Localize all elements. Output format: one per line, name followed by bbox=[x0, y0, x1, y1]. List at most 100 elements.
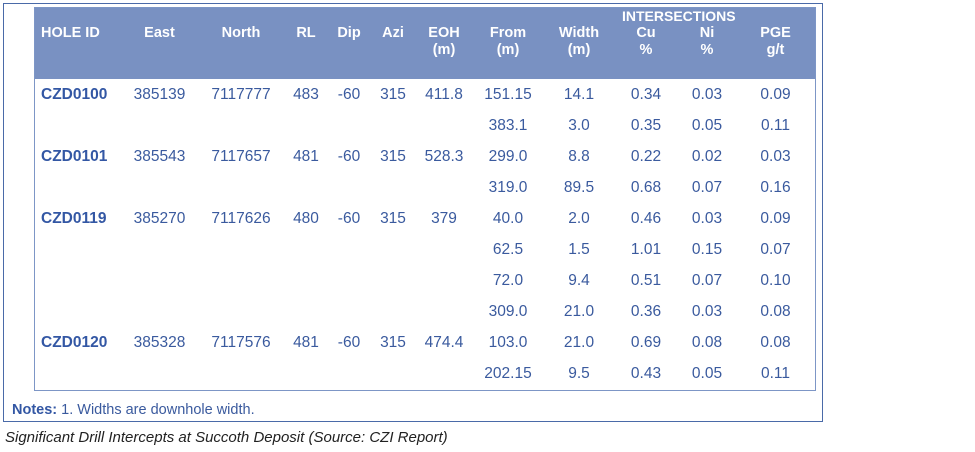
table-notes: Notes: 1. Widths are downhole width. bbox=[12, 402, 255, 418]
cell-from: 319.0 bbox=[488, 178, 528, 196]
cell-east bbox=[121, 265, 198, 296]
cell-azi: 315 bbox=[380, 209, 406, 227]
cell-ni: 0.03 bbox=[691, 302, 723, 320]
cell-eoh: 411.8 bbox=[425, 85, 463, 103]
cell-from: 103.0 bbox=[488, 333, 528, 351]
cell-azi bbox=[370, 358, 416, 389]
cell-width: 3.0 bbox=[568, 116, 590, 134]
col-width: Width (m) bbox=[558, 25, 600, 58]
table-row: 202.15 9.5 0.43 0.05 0.11 bbox=[35, 358, 815, 389]
table-row: 62.5 1.5 1.01 0.15 0.07 bbox=[35, 234, 815, 265]
cell-dip: -60 bbox=[337, 333, 361, 351]
cell-ni: 0.02 bbox=[691, 147, 723, 165]
cell-east bbox=[121, 110, 198, 141]
cell-cu: 0.35 bbox=[630, 116, 662, 134]
table-row: 319.0 89.5 0.68 0.07 0.16 bbox=[35, 172, 815, 203]
cell-pge: 0.08 bbox=[760, 302, 791, 320]
cell-cu: 0.43 bbox=[630, 364, 662, 382]
cell-pge: 0.10 bbox=[760, 271, 791, 289]
cell-dip bbox=[328, 358, 370, 389]
cell-ni: 0.07 bbox=[691, 271, 723, 289]
table-row: 72.0 9.4 0.51 0.07 0.10 bbox=[35, 265, 815, 296]
cell-rl bbox=[284, 265, 328, 296]
cell-dip bbox=[328, 172, 370, 203]
cell-hole-id: CZD0120 bbox=[41, 333, 108, 351]
cell-cu: 0.36 bbox=[630, 302, 662, 320]
col-azi: Azi bbox=[382, 25, 404, 41]
cell-rl bbox=[284, 234, 328, 265]
intersections-header: INTERSECTIONS bbox=[622, 8, 736, 24]
cell-east: 385270 bbox=[133, 209, 186, 227]
cell-east: 385328 bbox=[133, 333, 186, 351]
col-from: From (m) bbox=[489, 25, 527, 58]
header-group-row: INTERSECTIONS bbox=[35, 8, 816, 25]
cell-hole-id bbox=[35, 296, 121, 327]
cell-cu: 0.22 bbox=[630, 147, 662, 165]
cell-dip: -60 bbox=[337, 209, 361, 227]
cell-east: 385543 bbox=[133, 147, 186, 165]
cell-from: 299.0 bbox=[488, 147, 528, 165]
cell-pge: 0.09 bbox=[760, 209, 791, 227]
cell-width: 21.0 bbox=[563, 333, 595, 351]
cell-rl bbox=[284, 296, 328, 327]
table-row: 383.1 3.0 0.35 0.05 0.11 bbox=[35, 110, 815, 141]
notes-text: 1. Widths are downhole width. bbox=[61, 402, 255, 418]
cell-ni: 0.15 bbox=[691, 240, 723, 258]
cell-eoh bbox=[416, 265, 472, 296]
cell-north bbox=[198, 110, 284, 141]
cell-ni: 0.05 bbox=[691, 364, 723, 382]
col-east: East bbox=[144, 25, 175, 41]
cell-width: 9.5 bbox=[568, 364, 590, 382]
cell-north: 7117777 bbox=[211, 85, 271, 103]
cell-azi: 315 bbox=[380, 333, 406, 351]
cell-hole-id: CZD0119 bbox=[41, 209, 107, 227]
col-north: North bbox=[221, 25, 261, 41]
cell-east: 385139 bbox=[133, 85, 186, 103]
cell-rl bbox=[284, 172, 328, 203]
cell-hole-id bbox=[35, 110, 121, 141]
cell-north bbox=[198, 358, 284, 389]
cell-cu: 0.69 bbox=[630, 333, 662, 351]
cell-dip: -60 bbox=[337, 85, 361, 103]
cell-ni: 0.03 bbox=[691, 209, 723, 227]
col-cu: Cu% bbox=[636, 25, 656, 58]
cell-rl: 481 bbox=[293, 333, 319, 351]
cell-east bbox=[121, 172, 198, 203]
table-row: 309.0 21.0 0.36 0.03 0.08 bbox=[35, 296, 815, 327]
cell-azi bbox=[370, 234, 416, 265]
cell-ni: 0.07 bbox=[691, 178, 723, 196]
header-row: HOLE ID East North RL Dip Azi EOH (m) Fro… bbox=[35, 25, 816, 79]
cell-cu: 0.34 bbox=[630, 85, 662, 103]
cell-eoh bbox=[416, 358, 472, 389]
table-container: INTERSECTIONS HOLE ID East North RL Dip … bbox=[34, 7, 816, 391]
cell-north bbox=[198, 296, 284, 327]
cell-ni: 0.08 bbox=[691, 333, 723, 351]
cell-north: 7117576 bbox=[211, 333, 271, 351]
cell-from: 40.0 bbox=[492, 209, 524, 227]
cell-eoh: 528.3 bbox=[424, 147, 464, 165]
cell-dip bbox=[328, 234, 370, 265]
cell-from: 62.5 bbox=[492, 240, 524, 258]
cell-azi bbox=[370, 110, 416, 141]
cell-east bbox=[121, 296, 198, 327]
cell-north: 7117657 bbox=[211, 147, 271, 165]
col-hole-id: HOLE ID bbox=[41, 25, 100, 41]
cell-cu: 0.68 bbox=[630, 178, 662, 196]
cell-azi bbox=[370, 172, 416, 203]
cell-azi: 315 bbox=[380, 147, 406, 165]
cell-eoh: 474.4 bbox=[424, 333, 464, 351]
cell-north bbox=[198, 234, 284, 265]
cell-azi bbox=[370, 265, 416, 296]
figure-caption: Significant Drill Intercepts at Succoth … bbox=[5, 429, 448, 446]
cell-east bbox=[121, 234, 198, 265]
cell-cu: 0.46 bbox=[630, 209, 662, 227]
cell-hole-id bbox=[35, 172, 121, 203]
cell-cu: 1.01 bbox=[630, 240, 662, 258]
cell-dip bbox=[328, 296, 370, 327]
cell-rl: 483 bbox=[293, 85, 319, 103]
cell-east bbox=[121, 358, 198, 389]
table-row: CZD0119 385270 7117626 480 -60 315 379 40.0 2.0 0… bbox=[35, 203, 815, 234]
cell-rl bbox=[284, 358, 328, 389]
cell-width: 89.5 bbox=[563, 178, 595, 196]
cell-hole-id: CZD0101 bbox=[41, 147, 108, 165]
